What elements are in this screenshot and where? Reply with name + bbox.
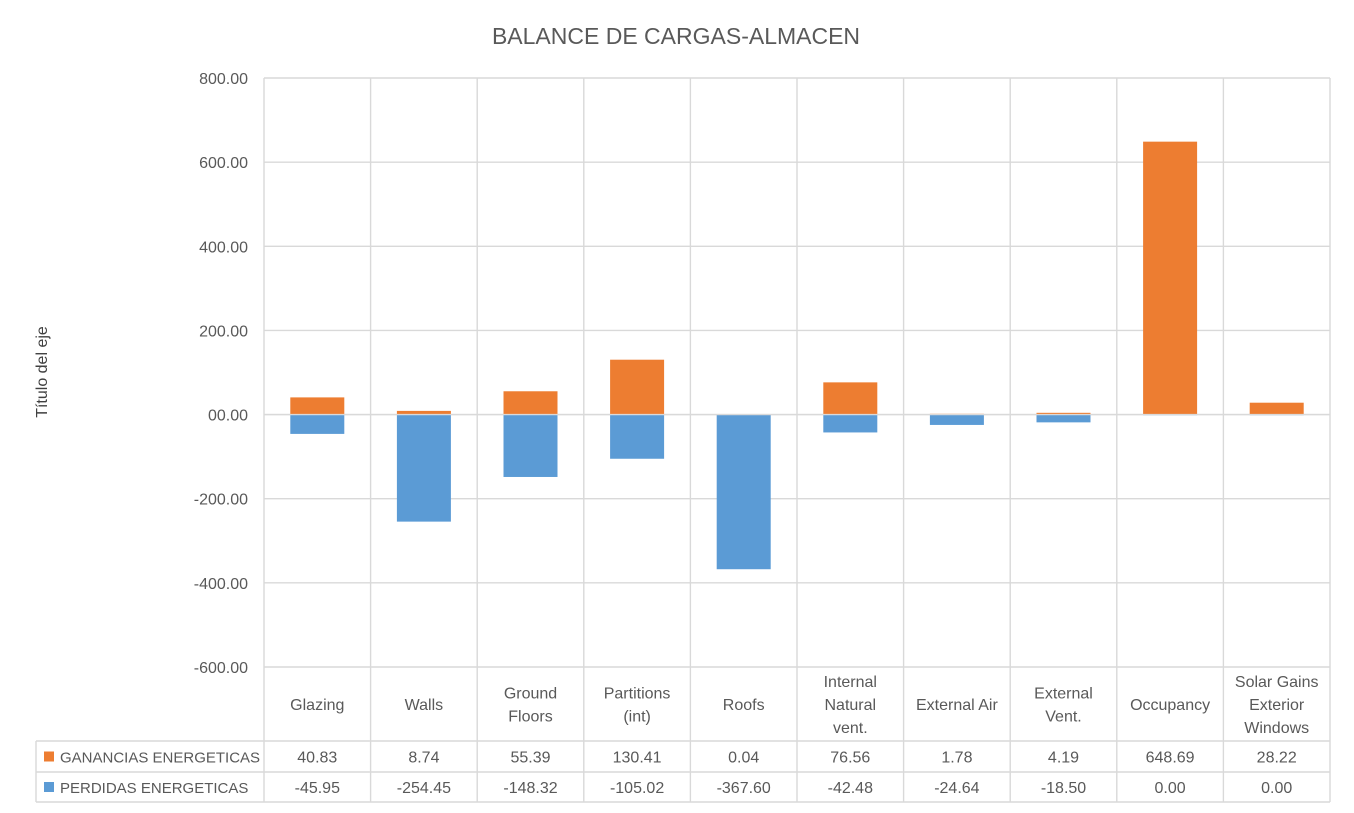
y-axis-ticks: 800.00 600.00 400.00 200.00 00.00 -200.00 -400… — [194, 71, 248, 677]
x-tick-label: Solar Gains — [1235, 674, 1319, 691]
y-tick-label: 400.00 — [199, 239, 248, 256]
x-tick-label: Internal — [824, 674, 877, 691]
x-tick-label: External Air — [916, 697, 998, 714]
y-tick-label: -400.00 — [194, 576, 248, 593]
data-label: 76.56 — [830, 750, 870, 767]
x-tick-label: Vent. — [1045, 709, 1081, 726]
data-label: -24.64 — [934, 780, 979, 797]
bar-ganancias — [503, 391, 558, 415]
bar-ganancias — [823, 382, 878, 415]
y-tick-label: 00.00 — [208, 408, 248, 425]
y-tick-label: 800.00 — [199, 71, 248, 88]
bar-ganancias — [1249, 402, 1304, 415]
data-label: 0.00 — [1261, 780, 1292, 797]
x-tick-label: Roofs — [723, 697, 765, 714]
data-label: 1.78 — [941, 750, 972, 767]
data-label: 40.83 — [297, 750, 337, 767]
x-tick-label: Glazing — [290, 697, 344, 714]
x-tick-label: Windows — [1244, 720, 1309, 737]
x-tick-label: Partitions — [604, 686, 671, 703]
legend-swatch — [44, 751, 54, 762]
data-label: -42.48 — [828, 780, 873, 797]
bar-ganancias — [396, 410, 451, 415]
data-label: -45.95 — [295, 780, 340, 797]
data-label: -367.60 — [717, 780, 771, 797]
bar-ganancias — [1143, 141, 1198, 415]
data-label: 130.41 — [613, 750, 662, 767]
bars — [264, 141, 1330, 570]
bar-perdidas — [716, 414, 771, 570]
data-label: 0.04 — [728, 750, 759, 767]
chart-title: BALANCE DE CARGAS-ALMACEN — [492, 23, 860, 49]
data-label: -105.02 — [610, 780, 664, 797]
x-tick-label: Ground — [504, 686, 557, 703]
legend-label: GANANCIAS ENERGETICAS — [60, 750, 260, 767]
data-label: -148.32 — [503, 780, 557, 797]
x-tick-label: (int) — [623, 709, 651, 726]
data-label: 0.00 — [1155, 780, 1186, 797]
data-label: 8.74 — [408, 750, 439, 767]
bar-perdidas — [290, 414, 345, 434]
x-tick-label: Walls — [405, 697, 444, 714]
y-tick-label: -200.00 — [194, 492, 248, 509]
bar-perdidas — [610, 414, 665, 459]
x-tick-label: Floors — [508, 709, 552, 726]
legend-label: PERDIDAS ENERGETICAS — [60, 780, 248, 797]
y-tick-label: -600.00 — [194, 660, 248, 677]
bar-perdidas — [1036, 414, 1091, 423]
data-table: Glazing Walls Ground Floors Partitions (int) R… — [35, 674, 1330, 803]
bar-perdidas — [503, 414, 558, 477]
data-label: 4.19 — [1048, 750, 1079, 767]
data-label: 55.39 — [510, 750, 550, 767]
x-tick-label: External — [1034, 686, 1093, 703]
data-label: 28.22 — [1257, 750, 1297, 767]
bar-perdidas — [929, 414, 984, 425]
y-tick-label: 600.00 — [199, 155, 248, 172]
legend-swatch — [44, 782, 54, 792]
y-tick-label: 200.00 — [199, 323, 248, 340]
x-tick-label: Exterior — [1249, 697, 1305, 714]
bar-perdidas — [396, 414, 451, 522]
data-label: 648.69 — [1146, 750, 1195, 767]
bar-perdidas — [823, 414, 878, 433]
x-tick-label: Natural — [825, 697, 877, 714]
bar-ganancias — [290, 397, 345, 415]
bar-ganancias — [1036, 412, 1091, 415]
x-tick-label: vent. — [833, 720, 868, 737]
data-label: -254.45 — [397, 780, 451, 797]
bar-ganancias — [610, 359, 665, 415]
x-tick-label: Occupancy — [1130, 697, 1210, 714]
y-axis-title: Título del eje — [34, 326, 51, 418]
data-label: -18.50 — [1041, 780, 1086, 797]
